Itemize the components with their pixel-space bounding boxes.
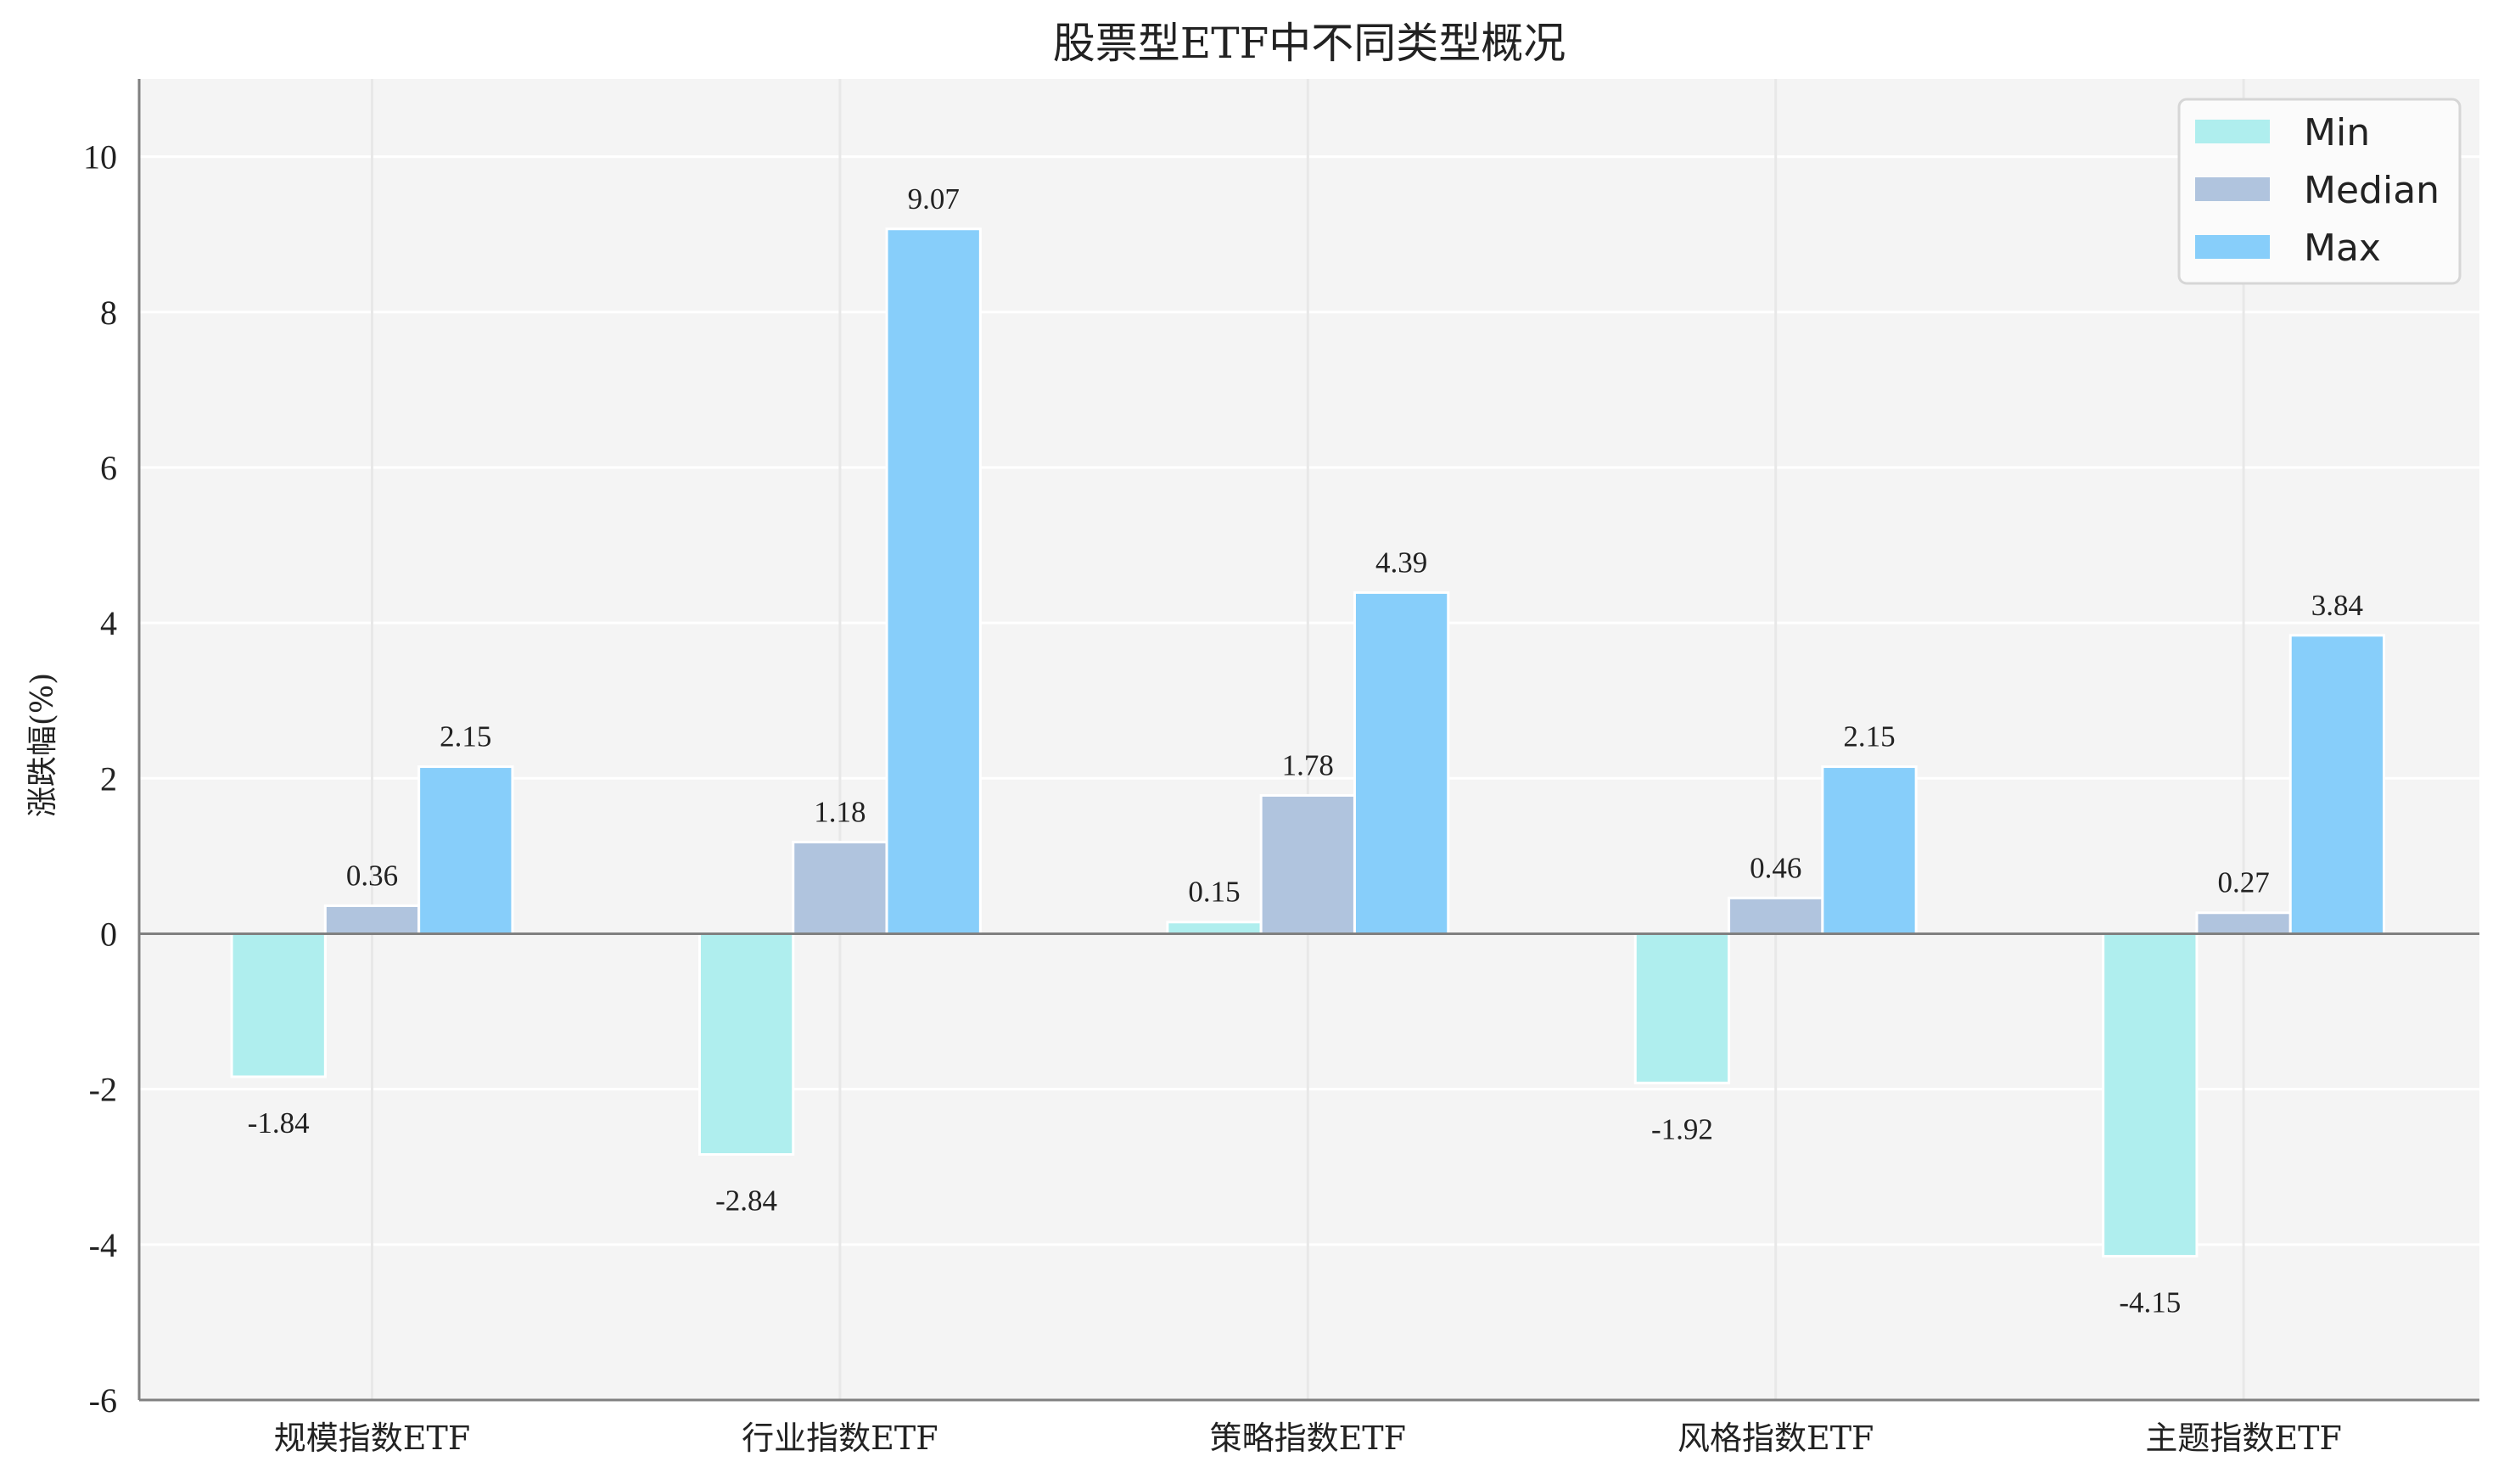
bars (230, 227, 2386, 1258)
x-tick-label: 主题指数ETF (2145, 1420, 2341, 1457)
value-label: -2.84 (715, 1184, 777, 1218)
value-label: 4.39 (1375, 546, 1427, 579)
bar-median (792, 840, 888, 935)
y-tick-label: -6 (89, 1381, 117, 1420)
bar-median (1728, 896, 1824, 935)
bar-median (2195, 911, 2292, 935)
value-label: 1.78 (1282, 748, 1334, 781)
bar-max (1821, 765, 1918, 935)
bar-max (1353, 591, 1450, 935)
chart-title: 股票型ETF中不同类型概况 (1053, 19, 1566, 68)
y-tick-label: 4 (100, 604, 117, 642)
bar-min (1633, 932, 1731, 1084)
bar-max (885, 227, 982, 935)
bar-max (2288, 634, 2386, 935)
x-tick-label: 策略指数ETF (1210, 1420, 1406, 1457)
value-label: -4.15 (2119, 1286, 2181, 1319)
value-label: -1.84 (248, 1106, 310, 1140)
value-label: 0.46 (1750, 851, 1801, 884)
legend-swatch-median (2195, 177, 2270, 201)
legend: Min Median Max (2177, 98, 2462, 285)
y-tick-label: -2 (89, 1071, 117, 1109)
value-label: 1.18 (814, 795, 865, 828)
bar-median (323, 904, 421, 935)
legend-label-min: Min (2304, 111, 2370, 154)
value-label: -1.92 (1651, 1112, 1713, 1145)
bar-min (1166, 921, 1263, 935)
bar-min (230, 932, 327, 1078)
axes (137, 79, 2479, 1402)
y-tick-label: 2 (100, 759, 117, 798)
bar-max (417, 765, 514, 935)
legend-swatch-max (2195, 235, 2270, 259)
value-label: 0.15 (1188, 876, 1240, 909)
value-label: 2.15 (440, 720, 491, 753)
x-tick-label: 规模指数ETF (274, 1420, 470, 1457)
value-label: 0.36 (346, 859, 398, 892)
legend-label-median: Median (2304, 169, 2440, 212)
y-tick-label: 10 (83, 138, 117, 176)
y-tick-label: 6 (100, 449, 117, 487)
value-labels: -1.84 0.36 2.15 -2.84 1.18 9.07 0.15 1.78 4.39 -1… (248, 182, 2363, 1319)
x-tick-label: 风格指数ETF (1678, 1420, 1874, 1457)
value-label: 3.84 (2311, 589, 2363, 622)
bar-min (2102, 932, 2199, 1258)
value-label: 0.27 (2217, 866, 2269, 899)
bar-median (1259, 793, 1356, 935)
legend-label-max: Max (2304, 227, 2381, 270)
y-axis-label: 涨跌幅(%) (25, 673, 60, 817)
plot-area (139, 79, 2479, 1400)
legend-swatch-min (2195, 120, 2270, 143)
bar-min (697, 932, 795, 1156)
y-tick-label: -4 (89, 1226, 117, 1264)
value-label: 2.15 (1843, 720, 1895, 753)
y-tick-label: 8 (100, 294, 117, 332)
y-tick-label: 0 (100, 915, 117, 953)
tick-labels: -6 -4 -2 0 2 4 6 8 10 规模指数ETF 行业指数ETF 策略指数ETF 风格指数ET… (83, 138, 2342, 1457)
value-label: 9.07 (908, 182, 960, 216)
x-tick-label: 行业指数ETF (742, 1420, 938, 1457)
